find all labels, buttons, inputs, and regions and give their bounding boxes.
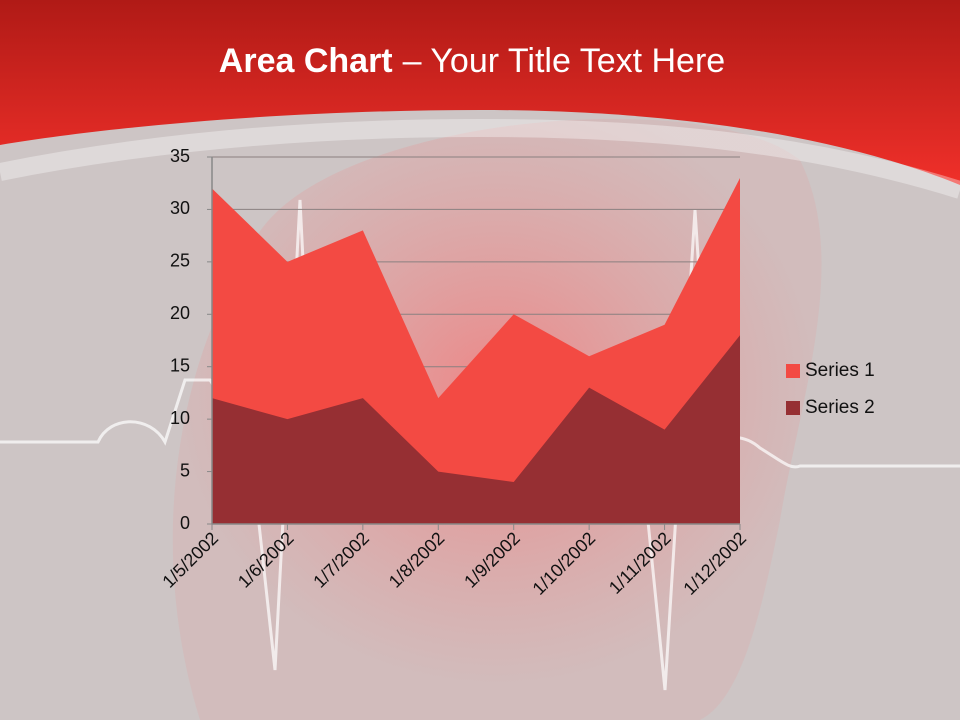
y-tick-label: 5 [180, 460, 190, 480]
y-tick-label: 30 [170, 198, 190, 218]
header-band [0, 0, 960, 185]
y-tick-label: 20 [170, 303, 190, 323]
y-tick-label: 25 [170, 251, 190, 271]
header-arc [0, 118, 960, 199]
legend-label: Series 2 [805, 397, 875, 418]
legend-swatch [786, 401, 800, 415]
y-tick-label: 10 [170, 408, 190, 428]
legend-label: Series 1 [805, 360, 875, 381]
area [212, 335, 740, 524]
y-tick-label: 0 [180, 513, 190, 533]
legend-swatch [786, 364, 800, 378]
slide-title: Area Chart – Your Title Text Here [219, 42, 725, 80]
title-bold: Area Chart [219, 42, 393, 80]
title-rest: – Your Title Text Here [403, 42, 726, 80]
y-tick-label: 15 [170, 355, 190, 375]
y-tick-label: 35 [170, 146, 190, 166]
